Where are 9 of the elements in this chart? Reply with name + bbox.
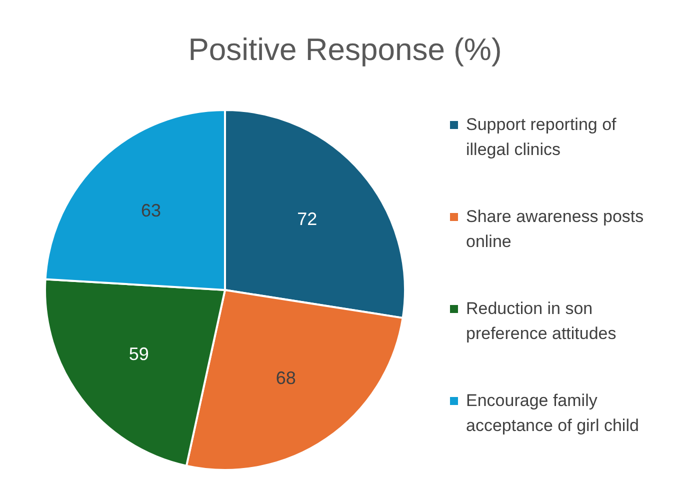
data-label: 68 bbox=[276, 368, 296, 388]
legend-label: Share awareness posts online bbox=[466, 206, 645, 253]
data-label: 72 bbox=[297, 208, 318, 229]
legend-label: Encourage family acceptance of girl child bbox=[466, 390, 640, 437]
data-label: 63 bbox=[140, 200, 161, 220]
legend-label: Support reporting of illegal clinics bbox=[466, 114, 618, 161]
legend-label: Reduction in son preference attitudes bbox=[466, 298, 618, 345]
data-label: 59 bbox=[128, 344, 149, 364]
chart-title: Positive Response (%) bbox=[187, 32, 503, 68]
